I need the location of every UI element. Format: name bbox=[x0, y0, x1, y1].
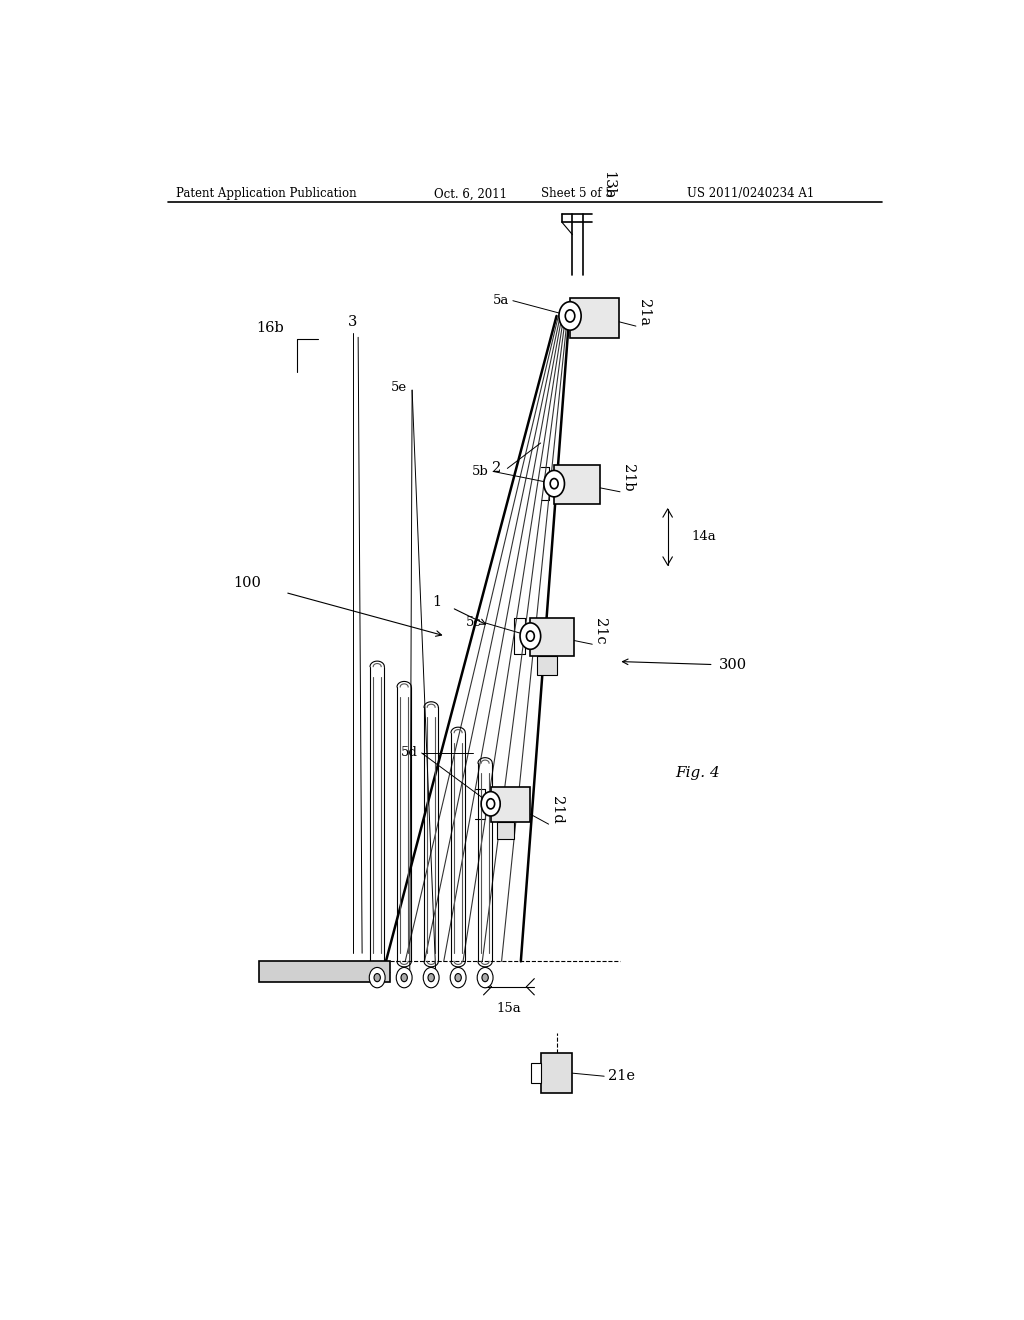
Circle shape bbox=[481, 792, 500, 816]
Circle shape bbox=[482, 974, 488, 982]
Text: 21d: 21d bbox=[550, 796, 563, 824]
Circle shape bbox=[401, 974, 408, 982]
Text: 21e: 21e bbox=[608, 1069, 635, 1084]
Text: US 2011/0240234 A1: US 2011/0240234 A1 bbox=[687, 187, 815, 201]
Circle shape bbox=[565, 310, 574, 322]
Bar bbox=[554, 466, 600, 504]
Circle shape bbox=[370, 968, 385, 987]
Text: 16b: 16b bbox=[256, 321, 284, 335]
Text: Fig. 4: Fig. 4 bbox=[676, 767, 720, 780]
Bar bbox=[530, 618, 574, 656]
Text: Sheet 5 of 5: Sheet 5 of 5 bbox=[541, 187, 612, 201]
Bar bbox=[490, 787, 530, 822]
Circle shape bbox=[477, 968, 494, 987]
Text: 2: 2 bbox=[492, 462, 501, 475]
Circle shape bbox=[486, 799, 495, 809]
Bar bbox=[531, 1063, 541, 1084]
Text: Patent Application Publication: Patent Application Publication bbox=[176, 187, 356, 201]
Circle shape bbox=[559, 302, 582, 330]
Circle shape bbox=[396, 968, 412, 987]
Bar bbox=[570, 297, 620, 338]
Text: 15a: 15a bbox=[497, 1002, 521, 1015]
Bar bbox=[259, 961, 390, 982]
Text: 5b: 5b bbox=[472, 465, 489, 478]
Circle shape bbox=[520, 623, 541, 649]
Circle shape bbox=[550, 479, 558, 488]
Bar bbox=[497, 822, 514, 840]
Text: 3: 3 bbox=[348, 315, 357, 329]
Circle shape bbox=[374, 974, 380, 982]
Text: 5d: 5d bbox=[400, 747, 418, 759]
Circle shape bbox=[423, 968, 439, 987]
Bar bbox=[537, 656, 557, 675]
Text: 21c: 21c bbox=[593, 618, 607, 644]
Text: Oct. 6, 2011: Oct. 6, 2011 bbox=[433, 187, 507, 201]
Text: 21a: 21a bbox=[637, 300, 651, 326]
Text: 1: 1 bbox=[432, 594, 441, 609]
Circle shape bbox=[544, 470, 564, 496]
Text: 5e: 5e bbox=[391, 380, 408, 393]
Text: 21b: 21b bbox=[621, 465, 635, 492]
Circle shape bbox=[451, 968, 466, 987]
Text: 14a: 14a bbox=[691, 531, 716, 543]
Circle shape bbox=[428, 974, 434, 982]
Circle shape bbox=[526, 631, 535, 642]
Text: 5a: 5a bbox=[493, 294, 509, 308]
Text: 13b: 13b bbox=[601, 172, 615, 199]
Text: 300: 300 bbox=[719, 657, 748, 672]
Bar bbox=[541, 1053, 572, 1093]
Circle shape bbox=[455, 974, 461, 982]
Text: 100: 100 bbox=[233, 577, 261, 590]
Text: 5c: 5c bbox=[465, 616, 481, 630]
